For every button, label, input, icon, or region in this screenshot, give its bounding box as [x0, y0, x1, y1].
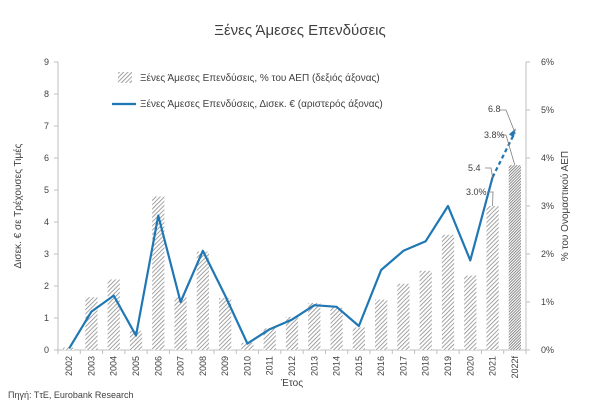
bar-2016 — [375, 299, 388, 350]
legend-label-bar: Ξένες Άμεσες Επενδύσεις, % του ΑΕΠ (δεξι… — [140, 72, 380, 84]
bar-2018 — [419, 270, 432, 350]
annotation-label: 3.0% — [466, 187, 487, 197]
bar-2010 — [241, 342, 254, 350]
bar-2009 — [219, 298, 232, 350]
x-tick-label: 2019 — [443, 356, 453, 376]
bar-2013 — [308, 302, 321, 350]
bar-2002 — [63, 347, 76, 350]
legend-label-line: Ξένες Άμεσες Επενδύσεις, Δισεκ. € (αριστ… — [140, 98, 383, 110]
y-right-tick-label: 5% — [541, 105, 554, 115]
bar-2014 — [330, 307, 343, 350]
annotation-leader — [485, 167, 493, 178]
x-axis-title: Έτος — [280, 378, 303, 389]
x-tick-label: 2021 — [488, 356, 498, 376]
x-tick-label: 2013 — [309, 356, 319, 376]
y-axis-left-title: Δισεκ. € σε Τρέχουσες Τιμές — [12, 143, 24, 268]
bar-2008 — [196, 251, 209, 350]
y-left-tick-label: 1 — [44, 313, 49, 323]
x-tick-label: 2009 — [220, 356, 230, 376]
bar-2005 — [129, 330, 143, 350]
x-tick-label: 2003 — [86, 356, 96, 376]
x-tick-label: 2014 — [332, 356, 342, 376]
y-left-tick-label: 4 — [44, 217, 49, 227]
bar-2019 — [441, 234, 455, 350]
forecast-arrow — [508, 128, 516, 138]
bar-2011 — [263, 328, 276, 350]
y-left-tick-label: 2 — [44, 281, 49, 291]
legend-swatch-bar — [118, 72, 132, 83]
x-tick-label: 2005 — [131, 356, 141, 376]
source-note: Πηγή: ΤτΕ, Eurobank Research — [8, 390, 133, 400]
y-right-tick-label: 0% — [541, 345, 554, 355]
x-tick-label: 2008 — [198, 356, 208, 376]
bar-2004 — [107, 279, 120, 350]
bar-2003 — [85, 297, 98, 350]
x-tick-label: 2007 — [176, 356, 186, 376]
y-right-tick-label: 6% — [541, 57, 554, 67]
y-left-tick-label: 5 — [44, 185, 49, 195]
bar-2022f — [508, 165, 521, 350]
y-left-tick-label: 3 — [44, 249, 49, 259]
annotation-label: 3.8% — [484, 130, 505, 140]
x-tick-label: 2006 — [153, 356, 163, 376]
y-left-tick-label: 6 — [44, 153, 49, 163]
x-tick-label: 2020 — [465, 356, 475, 376]
x-tick-label: 2016 — [376, 356, 386, 376]
x-tick-label: 2011 — [265, 356, 275, 375]
bar-2007 — [174, 297, 187, 350]
x-tick-label: 2018 — [421, 356, 431, 376]
x-tick-label: 2022f — [510, 356, 520, 379]
line-series-forecast — [491, 131, 516, 178]
annotation-label: 5.4 — [468, 163, 481, 173]
line-series-actual — [68, 176, 494, 349]
y-left-tick-label: 0 — [44, 345, 49, 355]
y-left-tick-label: 7 — [44, 121, 49, 131]
annotation-label: 6.8 — [488, 104, 501, 114]
annotation-leader — [487, 191, 494, 207]
bar-2017 — [397, 283, 410, 350]
y-left-tick-label: 8 — [44, 89, 49, 99]
bar-2020 — [464, 275, 477, 350]
annotation-leader — [500, 109, 516, 133]
x-tick-label: 2004 — [109, 356, 119, 376]
bar-2015 — [352, 327, 365, 350]
y-left-tick-label: 9 — [44, 57, 49, 67]
x-tick-label: 2012 — [287, 356, 297, 376]
x-tick-label: 2017 — [398, 356, 408, 376]
annotation-leader — [500, 134, 516, 166]
y-right-tick-label: 3% — [541, 201, 554, 211]
bar-2012 — [285, 316, 299, 350]
bar-2021 — [486, 206, 499, 350]
x-tick-label: 2015 — [354, 356, 364, 376]
x-tick-label: 2010 — [242, 356, 252, 376]
x-tick-label: 2002 — [64, 356, 74, 376]
y-axis-right-title: % του Ονομαστικού ΑΕΠ — [559, 151, 571, 261]
chart-title: Ξένες Άμεσες Επενδύσεις — [214, 22, 386, 39]
y-right-tick-label: 4% — [541, 153, 554, 163]
y-right-tick-label: 1% — [541, 297, 554, 307]
y-right-tick-label: 2% — [541, 249, 554, 259]
